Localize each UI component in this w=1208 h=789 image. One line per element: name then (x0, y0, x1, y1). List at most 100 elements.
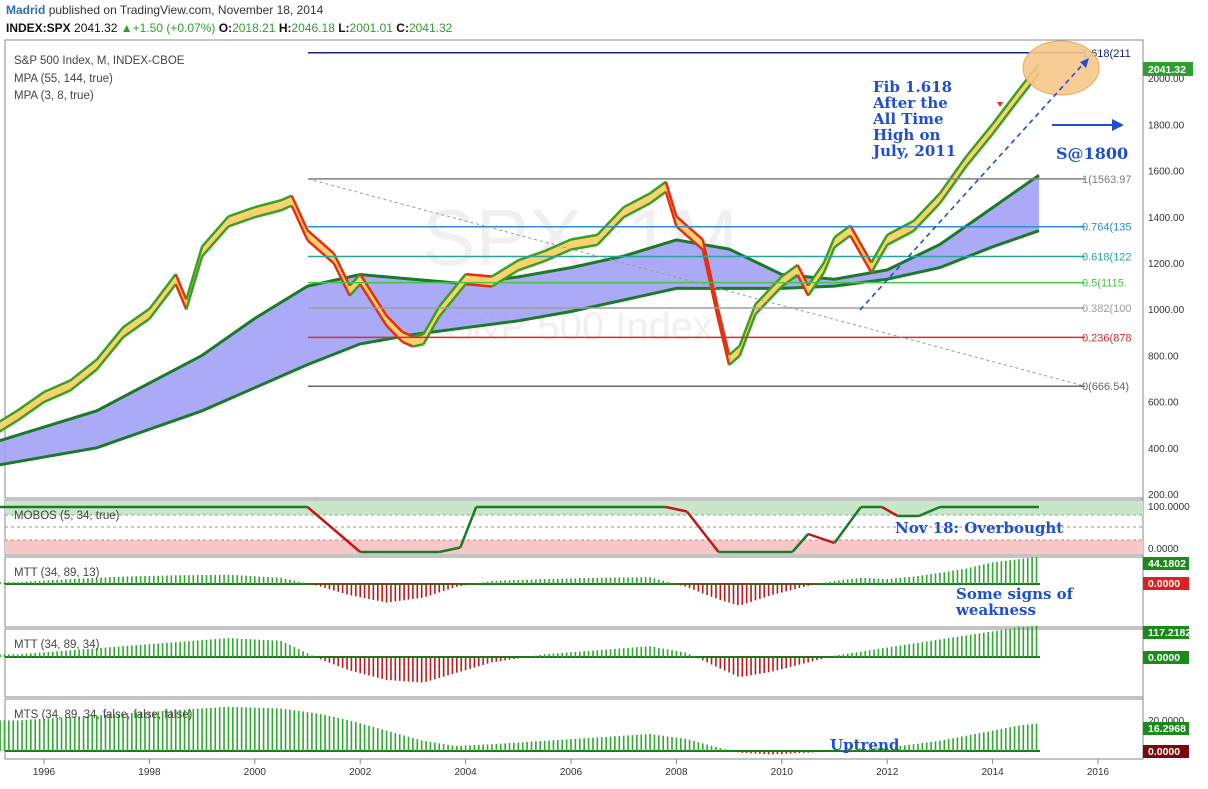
price-tick-200.00: 200.00 (1148, 490, 1179, 501)
price-segment-bottom-31 (664, 191, 678, 227)
price-segment-top-4 (95, 326, 125, 361)
price-segment-top-11 (254, 199, 282, 209)
price-segment-top-15 (332, 252, 351, 287)
price-segment-bottom-3 (69, 368, 98, 392)
fib-retracement[interactable]: 1.618(2111(1563.970.764(1350.618(1220.5(… (307, 48, 1132, 393)
mobos-tick-100: 100.0000 (1148, 502, 1190, 513)
x-tick-label-2002: 2002 (349, 767, 372, 778)
indicator-mpa-slow[interactable]: MPA (55, 144, true) (14, 73, 113, 85)
author-link[interactable]: Madrid (6, 3, 46, 17)
main-pane-title: S&P 500 Index, M, INDEX-CBOE (14, 55, 185, 67)
price-segment-top-49 (991, 88, 1020, 125)
price-segment-top-21 (422, 305, 441, 335)
price-tick-1400.00: 1400.00 (1148, 213, 1185, 224)
fib-level-label-7: 0(666.54) (1082, 381, 1129, 393)
price-segment-bottom-1 (16, 400, 45, 422)
price-segment-bottom-25 (517, 259, 546, 272)
price-segment-top-37 (754, 275, 783, 306)
mobos-segment-7 (665, 505, 688, 513)
time-axis[interactable]: 1996 1998 2000 2002 2004 2006 2008 2010 2012 2014… (33, 759, 1110, 778)
fib-note-line4: High on (873, 126, 940, 144)
price-tick-1600.00: 1600.00 (1148, 167, 1185, 178)
price-segment-top-44 (870, 234, 889, 264)
price-segment-top-2 (43, 379, 71, 394)
price-segment-top-22 (438, 273, 467, 308)
price-segment-bottom-7 (174, 283, 188, 311)
x-tick-label-2006: 2006 (560, 767, 583, 778)
target-ellipse[interactable] (1022, 40, 1100, 96)
price-segment-bottom-12 (280, 204, 293, 212)
price-segment-bottom-49 (991, 98, 1020, 135)
mobos-segment-10 (791, 533, 810, 553)
price-segment-top-31 (664, 181, 678, 217)
price-segment-top-14 (306, 229, 335, 255)
price-segment-bottom-24 (491, 269, 519, 288)
mtt2-label[interactable]: MTT (34, 89, 34) (14, 639, 100, 651)
symbol-header: INDEX:SPX 2041.32 ▲+1.50 (+0.07%) O:2018… (6, 21, 452, 35)
fib-level-label-6: 0.236(878 (1082, 332, 1132, 344)
mtt2-zero: 0.0000 (1148, 652, 1180, 664)
price-segment-bottom-33 (701, 249, 720, 322)
price-segment-bottom-39 (796, 274, 810, 297)
price-segment-top-41 (822, 236, 836, 264)
price-segment-top-3 (69, 358, 98, 382)
mtt2-pane-frame (4, 628, 1144, 698)
price-segment-bottom-32 (675, 225, 704, 251)
price-segment-top-8 (185, 246, 204, 300)
price-segment-top-29 (623, 192, 651, 209)
mts-zero-badge (1143, 745, 1189, 758)
price-tick-400.00: 400.00 (1148, 444, 1179, 455)
mobos-tick-0: 0.0000 (1148, 544, 1179, 555)
price-segment-top-42 (833, 224, 852, 239)
price-segment-bottom-34 (717, 320, 731, 366)
trend-arrow-dashed[interactable] (859, 61, 1086, 311)
mtt1-zero: 0.0000 (1148, 578, 1180, 590)
price-segment-bottom-48 (965, 133, 994, 168)
mtt1-label[interactable]: MTT (34, 89, 13) (14, 567, 100, 579)
price-segment-top-48 (965, 123, 994, 158)
price-segment-top-0 (0, 409, 19, 423)
indicator-mpa-fast[interactable]: MPA (3, 8, true) (14, 90, 94, 102)
mts-value-badge (1143, 722, 1189, 735)
price-segment-top-7 (174, 273, 188, 301)
x-tick-label-1996: 1996 (33, 767, 56, 778)
price-segment-top-17 (359, 273, 388, 317)
price-segment-bottom-16 (348, 283, 362, 297)
mts-histogram (0, 706, 1040, 755)
fib-note-line1: Fib 1.618 (873, 78, 952, 96)
price-segment-top-13 (290, 195, 309, 231)
price-segment-top-30 (649, 180, 667, 195)
mtt2-value-badge (1143, 626, 1189, 639)
fib-level-label-2: 0.764(135 (1082, 222, 1132, 234)
price-segment-bottom-44 (870, 244, 889, 274)
price-segment-top-33 (701, 239, 720, 312)
x-tick-label-2016: 2016 (1087, 767, 1110, 778)
x-tick-label-2012: 2012 (876, 767, 899, 778)
published-text: published on TradingView.com, November 1… (48, 3, 324, 17)
price-segment-bottom-40 (807, 271, 825, 297)
price-axis[interactable]: 200.00 400.00 600.00 800.00 1000.00 1200.00 14… (1148, 74, 1185, 501)
price-segment-top-5 (122, 307, 151, 329)
mtt1-note-line2: weakness (955, 601, 1036, 619)
x-tick-label-2004: 2004 (454, 767, 477, 778)
publisher-header: Madrid published on TradingView.com, Nov… (6, 3, 323, 17)
price-segment-bottom-6 (148, 283, 177, 320)
mts-label[interactable]: MTS (34, 89, 34, false, false, false) (14, 709, 192, 721)
up-arrow-icon: ▲ (120, 21, 133, 35)
mts-note: Uptrend (830, 736, 900, 754)
price-segment-bottom-37 (754, 285, 783, 316)
symbol-name[interactable]: INDEX:SPX (6, 21, 71, 35)
price-segment-bottom-30 (649, 190, 667, 205)
price-segment-top-27 (570, 233, 598, 241)
mobos-label[interactable]: MOBOS (5, 34, true) (14, 510, 120, 522)
price-segment-bottom-10 (228, 216, 256, 228)
close-label: C: (396, 21, 409, 35)
target-note: S@1800 (1056, 144, 1128, 163)
open-label: O: (218, 21, 233, 35)
fib-note-line5: July, 2011 (871, 142, 956, 160)
price-segment-top-34 (717, 310, 731, 356)
low-label: L: (338, 21, 350, 35)
price-segment-bottom-13 (290, 205, 309, 241)
price-tick-1800.00: 1800.00 (1148, 120, 1185, 131)
